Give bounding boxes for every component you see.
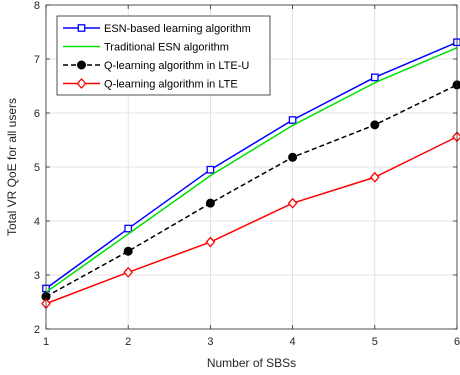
- legend-label-0: ESN-based learning algorithm: [104, 23, 251, 35]
- data-point-2: [370, 120, 380, 130]
- legend-box: [56, 15, 271, 96]
- legend: ESN-based learning algorithm Traditional …: [56, 15, 271, 96]
- data-point-3: [369, 171, 380, 183]
- x-tick-label: 2: [125, 336, 131, 348]
- data-point-0: [288, 116, 297, 124]
- y-tick-label: 2: [34, 324, 40, 336]
- data-point-3: [287, 197, 298, 209]
- y-tick-label: 7: [34, 54, 40, 66]
- series-line-1: [45, 46, 458, 293]
- x-axis-label: Number of SBSs: [207, 356, 296, 370]
- data-point-0: [124, 224, 133, 233]
- data-point-2: [205, 198, 215, 208]
- x-tick-label: 6: [454, 336, 460, 348]
- y-tick-label: 8: [34, 0, 40, 12]
- y-tick-label: 5: [34, 162, 40, 174]
- y-axis-label: Total VR QoE for all users: [5, 98, 19, 236]
- legend-marker-2: [77, 60, 86, 70]
- data-point-0: [206, 165, 215, 174]
- x-tick-label: 1: [43, 336, 49, 348]
- data-point-3: [123, 266, 134, 278]
- y-tick-label: 6: [34, 108, 40, 120]
- x-tick-label: 4: [290, 336, 296, 348]
- data-point-2: [123, 246, 133, 256]
- x-tick-label: 3: [207, 336, 213, 348]
- series-line-3: [45, 136, 458, 305]
- series-line-0: [45, 41, 458, 290]
- data-point-0: [370, 73, 379, 82]
- y-tick-label: 4: [34, 216, 40, 228]
- legend-label-2: Q-learning algorithm in LTE-U: [104, 60, 249, 72]
- legend-marker-3: [76, 78, 87, 89]
- series-lines: [41, 38, 460, 310]
- legend-label-3: Q-learning algorithm in LTE: [104, 79, 238, 91]
- x-tick-label: 5: [372, 336, 378, 348]
- data-point-3: [452, 131, 460, 143]
- data-point-2: [452, 80, 460, 90]
- data-point-3: [205, 236, 216, 248]
- y-tick-label: 3: [34, 270, 40, 282]
- legend-marker-0: [77, 24, 86, 32]
- data-point-2: [288, 152, 298, 162]
- legend-label-1: Traditional ESN algorithm: [104, 42, 229, 54]
- series-line-2: [45, 84, 458, 298]
